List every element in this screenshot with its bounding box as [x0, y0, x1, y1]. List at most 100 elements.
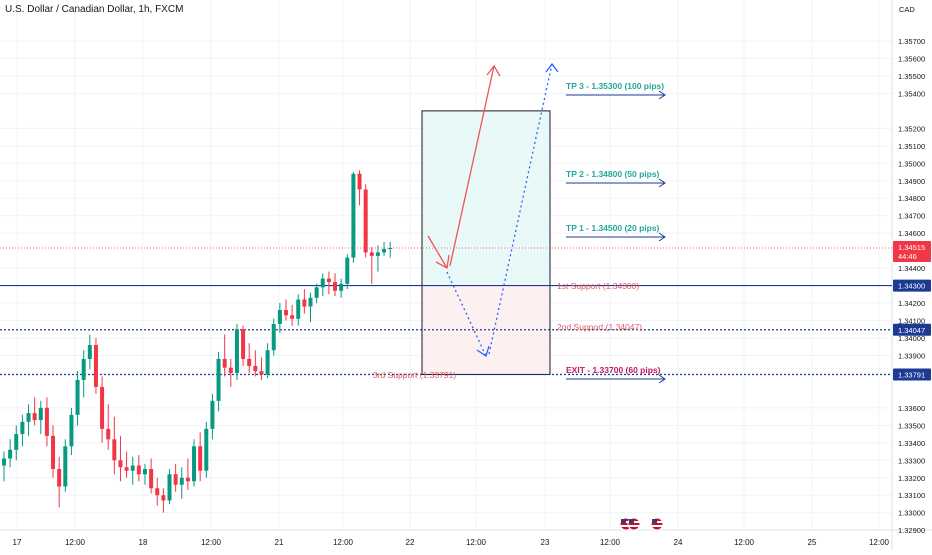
candle [26, 404, 31, 436]
us-flag-event-icon [627, 517, 641, 531]
candle-body [130, 465, 135, 471]
support2-label: 2nd Support (1.34047) [557, 322, 642, 332]
price-tick-label: 1.33600 [898, 404, 925, 413]
candle-body [345, 257, 350, 284]
candle-body [93, 344, 98, 387]
candle [234, 324, 239, 380]
candle [20, 414, 25, 447]
candle-body [167, 474, 172, 501]
candle [290, 304, 295, 326]
candle [161, 488, 166, 513]
level-tag-text: 1.34300 [898, 282, 925, 291]
price-tick-label: 1.33900 [898, 351, 925, 360]
candle [345, 254, 350, 290]
candle-body [124, 467, 129, 471]
candle-body [44, 407, 49, 436]
candle [124, 451, 129, 478]
profit-zone [422, 110, 550, 286]
candle [216, 351, 221, 412]
candle [296, 294, 301, 326]
red-arrow-up-leg [449, 65, 495, 267]
red-arrow-up-head [486, 64, 501, 77]
candle-body [87, 344, 92, 359]
level-tag-1 [893, 279, 931, 292]
candle [38, 400, 43, 435]
candle [8, 439, 13, 468]
price-tick-label: 1.33500 [898, 421, 925, 430]
candle-body [2, 458, 6, 466]
candle [2, 451, 6, 482]
candle [228, 358, 233, 387]
price-tick-label: 1.34700 [898, 212, 925, 221]
time-tick-label: 12:00 [201, 538, 222, 547]
blue-dotted-arrow-up-head [545, 62, 559, 73]
price-tick-label: 1.33000 [898, 509, 925, 518]
candle-body [204, 428, 209, 471]
candle [57, 456, 62, 508]
candle-body [155, 488, 160, 496]
chart-title: U.S. Dollar / Canadian Dollar, 1h, FXCM [5, 4, 184, 15]
candle [100, 376, 105, 443]
candle-body [14, 434, 19, 450]
tp3-label: TP 3 - 1.35300 (100 pips) [566, 81, 664, 91]
candle-body [369, 252, 374, 256]
candle-body [63, 446, 68, 487]
candle-body [26, 413, 31, 422]
price-tick-label: 1.34200 [898, 299, 925, 308]
candle [118, 435, 123, 482]
tp3-label-arrow-head [658, 90, 666, 100]
time-tick-label: 12:00 [600, 538, 621, 547]
flag-canton [621, 519, 626, 523]
candle-body [363, 189, 368, 253]
candle [339, 278, 344, 298]
candle-body [283, 310, 288, 316]
candle [259, 357, 264, 380]
price-tick-label: 1.33300 [898, 456, 925, 465]
candle [81, 350, 86, 398]
candle-body [161, 495, 166, 501]
time-tick-label: 21 [275, 538, 284, 547]
time-tick-label: 24 [674, 538, 683, 547]
candle-body [388, 248, 393, 250]
candle [277, 303, 282, 333]
time-tick-label: 12:00 [734, 538, 755, 547]
candle [14, 425, 19, 461]
candle [247, 343, 252, 373]
flag-stripe [651, 525, 663, 527]
candle-body [8, 449, 13, 459]
candle-body [234, 329, 239, 373]
level-tag-3 [893, 368, 931, 381]
time-tick-label: 12:00 [65, 538, 86, 547]
tp1-label: TP 1 - 1.34500 (20 pips) [566, 223, 660, 233]
candle-body [106, 428, 111, 440]
candle-body [271, 324, 276, 351]
candle-body [296, 299, 301, 319]
candle-body [81, 358, 86, 380]
candle [388, 241, 393, 258]
time-tick-label: 25 [808, 538, 817, 547]
candle-body [136, 465, 141, 475]
candle-body [333, 282, 338, 291]
flag-canton [629, 519, 634, 523]
us-flag-event-icon [650, 517, 664, 531]
candle-body [173, 474, 178, 485]
candle [112, 416, 117, 475]
candle-body [75, 379, 80, 415]
price-tick-label: 1.35700 [898, 37, 925, 46]
candle-body [259, 371, 264, 375]
tp2-label: TP 2 - 1.34800 (50 pips) [566, 169, 660, 179]
candle-body [302, 299, 307, 307]
red-arrow-down-head [435, 254, 450, 270]
candle [155, 477, 160, 506]
candle [32, 397, 37, 426]
exit-label-arrow-head [658, 374, 666, 384]
exit-label: EXIT - 1.33700 (60 pips) [566, 365, 661, 375]
candle [314, 283, 319, 304]
candle [51, 425, 56, 478]
candle [265, 343, 270, 379]
candle [308, 292, 313, 323]
current-price-tag [893, 241, 931, 263]
time-tick-label: 17 [13, 538, 22, 547]
candle-body [241, 329, 246, 359]
